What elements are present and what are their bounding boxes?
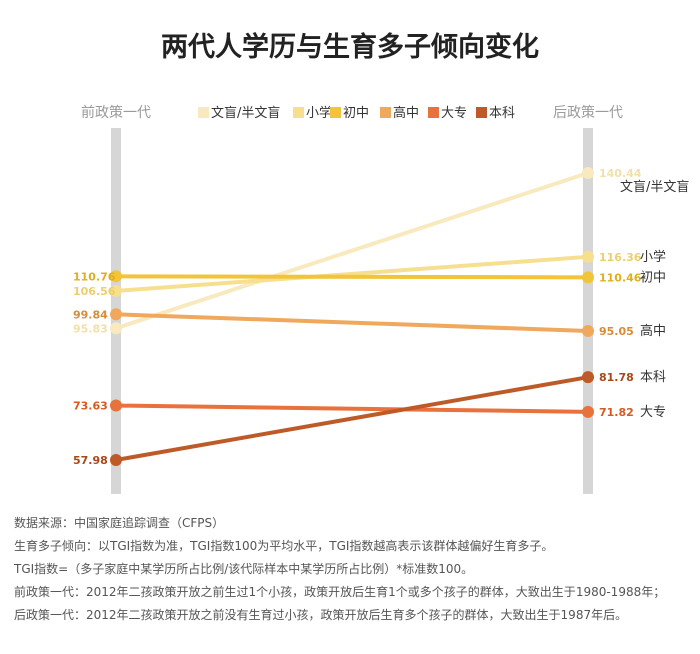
series-line-4 (114, 403, 590, 414)
chart-title: 两代人学历与生育多子倾向变化 (161, 31, 539, 63)
legend-label-2: 初中 (343, 106, 369, 121)
series-name-label-3: 高中 (640, 323, 666, 339)
note-source: 数据来源：中国家庭追踪调查（CFPS） (14, 516, 225, 530)
series-name-label-5: 本科 (640, 370, 666, 385)
legend-label-3: 高中 (393, 105, 419, 121)
value-label-pre-0: 95.83 (73, 322, 108, 335)
legend-swatch-4 (428, 107, 439, 118)
point-pre-5 (110, 454, 122, 466)
point-pre-4 (110, 399, 122, 412)
legend-label-1: 小学 (306, 105, 332, 121)
legend-label-4: 大专 (441, 106, 467, 121)
series-name-label-4: 大专 (640, 405, 666, 420)
axis-bar-post-policy (583, 128, 593, 494)
point-post-4 (582, 405, 594, 418)
value-label-post-1: 116.36 (599, 251, 642, 264)
note-tgi-formula: TGI指数=（多子家庭中某学历所占比例/该代际样本中某学历所占比例）*标准数10… (14, 562, 474, 576)
value-label-post-4: 71.82 (599, 406, 634, 419)
point-pre-3 (110, 308, 122, 321)
legend-label-0: 文盲/半文盲 (211, 105, 280, 121)
value-label-pre-1: 106.56 (73, 285, 116, 298)
series-name-label-2: 初中 (640, 270, 666, 285)
series-line-5 (114, 375, 590, 462)
series-name-label-1: 小学 (640, 249, 666, 265)
point-pre-0 (110, 322, 122, 335)
point-post-3 (582, 324, 594, 337)
point-post-5 (582, 371, 594, 384)
value-label-pre-5: 57.98 (73, 454, 108, 467)
legend-label-5: 本科 (489, 106, 515, 121)
note-post-policy: 后政策一代：2012年二孩政策开放之前没有生育过小孩，政策开放后生育多个孩子的群… (14, 608, 628, 622)
point-post-1 (582, 250, 594, 263)
value-label-pre-4: 73.63 (73, 400, 108, 413)
chart-notes: 数据来源：中国家庭追踪调查（CFPS） 生育多子倾向：以TGI指数为准，TGI指… (14, 512, 694, 627)
series-name-label-0: 文盲/半文盲 (620, 179, 689, 195)
legend-swatch-5 (476, 107, 487, 118)
value-label-post-2: 110.46 (599, 271, 642, 284)
value-label-pre-2: 110.76 (73, 270, 116, 283)
x-label-pre-policy: 前政策一代 (81, 104, 151, 121)
value-label-post-3: 95.05 (599, 325, 634, 338)
series-line-2 (114, 274, 590, 280)
point-post-2 (582, 271, 594, 284)
note-pre-policy: 前政策一代：2012年二孩政策开放之前生过1个小孩，政策开放后生育1个或多个孩子… (14, 585, 666, 599)
x-label-post-policy: 后政策一代 (553, 104, 623, 121)
series-line-0 (114, 171, 590, 331)
point-pre-1 (110, 284, 122, 297)
legend-swatch-3 (380, 107, 391, 118)
legend-swatch-1 (293, 107, 304, 118)
value-label-pre-3: 99.84 (73, 308, 108, 321)
legend-swatch-0 (198, 107, 209, 118)
value-label-post-5: 81.78 (599, 371, 634, 384)
series-line-1 (114, 254, 590, 293)
point-pre-2 (110, 270, 122, 283)
legend-swatch-2 (330, 107, 341, 118)
point-post-0 (582, 167, 594, 179)
note-definition: 生育多子倾向：以TGI指数为准，TGI指数100为平均水平，TGI指数越高表示该… (14, 539, 554, 553)
value-label-post-0: 140.44 (599, 167, 642, 180)
series-line-3 (114, 312, 590, 333)
